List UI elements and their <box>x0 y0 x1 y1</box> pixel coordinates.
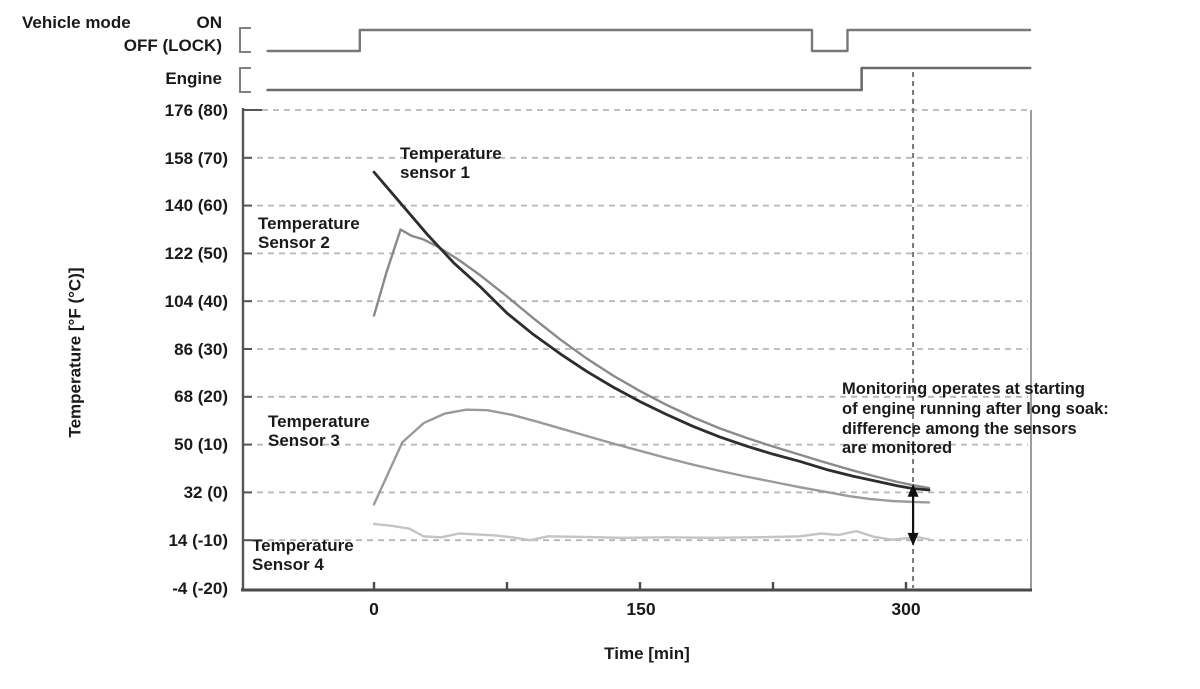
y-axis-tick-label: 86 (30) <box>174 340 228 359</box>
difference-arrow-head-up <box>907 483 919 497</box>
sensor-4-label: Temperature Sensor 4 <box>252 536 354 574</box>
x-axis-tick-label: 300 <box>891 599 921 619</box>
vehicle-mode-off-label: OFF (LOCK) <box>123 36 222 55</box>
y-axis-tick-label: 122 (50) <box>164 244 228 263</box>
y-axis-tick-label: 50 (10) <box>174 435 228 454</box>
sensor-1-curve <box>372 170 931 492</box>
y-axis-title: Temperature [°F (°C)] <box>65 267 85 438</box>
y-axis-tick-label: 140 (60) <box>164 196 228 215</box>
vehicle-mode-level-bracket <box>239 27 251 53</box>
y-axis-tick-label: 14 (-10) <box>168 531 228 550</box>
x-axis-title: Time [min] <box>604 644 690 663</box>
sensor-4-curve <box>372 522 931 542</box>
annotation-text: Monitoring operates at starting of engin… <box>842 380 1109 458</box>
vehicle-mode-signal-trace <box>266 28 1032 53</box>
sensor-1-label: Temperature sensor 1 <box>400 144 502 182</box>
engine-signal-label: Engine <box>165 69 222 88</box>
y-axis-tick-label: -4 (-20) <box>172 579 228 598</box>
x-axis-tick-label: 150 <box>626 599 656 619</box>
y-axis-tick-label: 32 (0) <box>183 483 228 502</box>
difference-arrow-head-down <box>907 532 919 546</box>
y-axis-tick-label: 176 (80) <box>164 101 228 120</box>
sensor-3-label: Temperature Sensor 3 <box>268 412 370 450</box>
engine-signal-trace <box>266 66 1032 92</box>
sensor-2-label: Temperature Sensor 2 <box>258 214 360 252</box>
sensor-3-curve <box>372 408 931 506</box>
sensor-2-curve <box>372 228 931 490</box>
vehicle-mode-signal-label: Vehicle mode <box>22 13 131 32</box>
engine-level-bracket <box>239 67 251 93</box>
x-axis-tick-label: 0 <box>369 599 379 619</box>
y-axis-tick-label: 68 (20) <box>174 387 228 406</box>
y-axis-tick-label: 158 (70) <box>164 149 228 168</box>
vehicle-mode-on-label: ON <box>196 13 223 32</box>
y-axis-tick-label: 104 (40) <box>164 292 228 311</box>
